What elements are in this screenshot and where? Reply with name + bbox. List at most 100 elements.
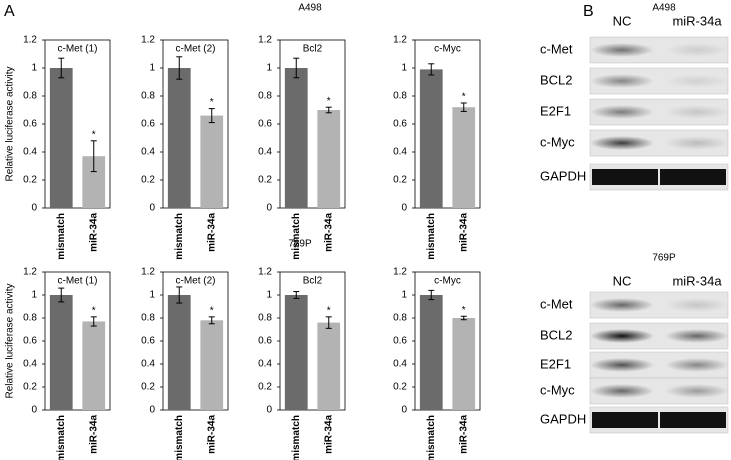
blot-band bbox=[590, 384, 654, 398]
x-tick-label: miR-34a bbox=[323, 213, 334, 252]
blot-band bbox=[665, 329, 729, 343]
y-tick-label: 1.2 bbox=[258, 267, 272, 278]
error-bar bbox=[90, 140, 97, 173]
significance-mark: * bbox=[462, 305, 466, 316]
significance-mark: * bbox=[92, 129, 96, 140]
blot-band bbox=[665, 358, 729, 372]
x-tick-label: mismatch bbox=[426, 213, 437, 260]
y-tick-label: 0.8 bbox=[393, 91, 407, 102]
y-tick-label: 0.4 bbox=[258, 359, 272, 370]
error-bar bbox=[325, 316, 332, 329]
bar bbox=[452, 107, 476, 208]
bar bbox=[49, 68, 73, 208]
blot-band bbox=[665, 384, 729, 398]
y-tick-label: 0.6 bbox=[141, 336, 155, 347]
bar bbox=[317, 322, 341, 410]
x-tick-label: miR-34a bbox=[458, 415, 469, 454]
error-bar bbox=[428, 63, 435, 76]
chart-title: c-Met (1) bbox=[58, 276, 98, 287]
y-tick-label: 0.6 bbox=[393, 119, 407, 130]
y-tick-label: 1 bbox=[149, 290, 155, 301]
y-tick-label: 0 bbox=[266, 405, 272, 416]
y-tick-label: 1 bbox=[266, 63, 272, 74]
y-tick-label: 0.6 bbox=[258, 336, 272, 347]
blot-band bbox=[665, 136, 729, 150]
y-tick-label: 1.2 bbox=[23, 267, 37, 278]
bar bbox=[284, 68, 308, 208]
y-tick-label: 1 bbox=[31, 290, 37, 301]
blot-title: A498 bbox=[652, 3, 676, 14]
row-title: A498 bbox=[298, 3, 322, 14]
x-tick-label: miR-34a bbox=[206, 213, 217, 252]
error-bar bbox=[208, 108, 215, 124]
protein-label: c-Myc bbox=[540, 134, 575, 149]
row-title: 769P bbox=[288, 239, 312, 250]
blot-band bbox=[665, 105, 729, 119]
blot-title: 769P bbox=[652, 253, 676, 264]
bar bbox=[200, 320, 224, 410]
error-bar bbox=[293, 291, 300, 299]
protein-label: c-Myc bbox=[540, 382, 575, 397]
y-axis-label: Relative luciferase activity bbox=[5, 66, 16, 181]
y-tick-label: 0.2 bbox=[393, 382, 407, 393]
blot-band bbox=[590, 329, 654, 343]
error-bar bbox=[90, 316, 97, 327]
bar bbox=[49, 295, 73, 410]
bar bbox=[82, 156, 106, 208]
y-tick-label: 0.2 bbox=[258, 382, 272, 393]
y-tick-label: 0.4 bbox=[23, 359, 37, 370]
protein-label: BCL2 bbox=[540, 327, 573, 342]
protein-label: c-Met bbox=[540, 41, 573, 56]
protein-label: BCL2 bbox=[540, 72, 573, 87]
protein-label: GAPDH bbox=[540, 411, 586, 426]
protein-label: GAPDH bbox=[540, 168, 586, 183]
bar bbox=[284, 295, 308, 410]
lane-label: NC bbox=[613, 273, 632, 288]
y-tick-label: 1.2 bbox=[141, 267, 155, 278]
y-tick-label: 1.2 bbox=[141, 35, 155, 46]
blot-band bbox=[590, 358, 654, 372]
y-tick-label: 1 bbox=[401, 63, 407, 74]
chart-title: c-Met (1) bbox=[58, 44, 98, 55]
y-tick-label: 0.8 bbox=[23, 91, 37, 102]
x-tick-label: miR-34a bbox=[88, 213, 99, 252]
y-tick-label: 0 bbox=[149, 405, 155, 416]
blot-band bbox=[665, 298, 729, 312]
y-tick-label: 1.2 bbox=[258, 35, 272, 46]
y-axis-label: Relative luciferase activity bbox=[5, 283, 16, 398]
lane-label: miR-34a bbox=[672, 13, 722, 28]
blot-band bbox=[590, 43, 654, 57]
y-tick-label: 1 bbox=[401, 290, 407, 301]
y-tick-label: 0.8 bbox=[258, 313, 272, 324]
x-tick-label: miR-34a bbox=[206, 415, 217, 454]
y-tick-label: 1.2 bbox=[23, 35, 37, 46]
y-tick-label: 0.8 bbox=[141, 91, 155, 102]
y-tick-label: 0.4 bbox=[393, 147, 407, 158]
y-tick-label: 0.8 bbox=[23, 313, 37, 324]
chart-title: Bcl2 bbox=[303, 44, 323, 55]
chart-title: Bcl2 bbox=[303, 276, 323, 287]
y-tick-label: 0.6 bbox=[393, 336, 407, 347]
protein-label: E2F1 bbox=[540, 356, 571, 371]
blot-band bbox=[592, 169, 658, 185]
error-bar bbox=[460, 315, 467, 321]
y-tick-label: 0.2 bbox=[141, 175, 155, 186]
y-tick-label: 0.2 bbox=[393, 175, 407, 186]
bar bbox=[317, 110, 341, 208]
blot-band bbox=[665, 43, 729, 57]
significance-mark: * bbox=[462, 92, 466, 103]
y-tick-label: 1.2 bbox=[393, 35, 407, 46]
blot-band bbox=[660, 412, 726, 428]
y-tick-label: 0 bbox=[401, 203, 407, 214]
y-tick-label: 0.6 bbox=[258, 119, 272, 130]
y-tick-label: 0 bbox=[401, 405, 407, 416]
x-tick-label: mismatch bbox=[291, 415, 302, 460]
panel-label: A bbox=[4, 3, 15, 20]
significance-mark: * bbox=[327, 96, 331, 107]
bar bbox=[167, 295, 191, 410]
x-tick-label: miR-34a bbox=[458, 213, 469, 252]
bar bbox=[452, 318, 476, 410]
x-tick-label: mismatch bbox=[291, 213, 302, 260]
error-bar bbox=[58, 57, 65, 79]
y-tick-label: 0.4 bbox=[258, 147, 272, 158]
